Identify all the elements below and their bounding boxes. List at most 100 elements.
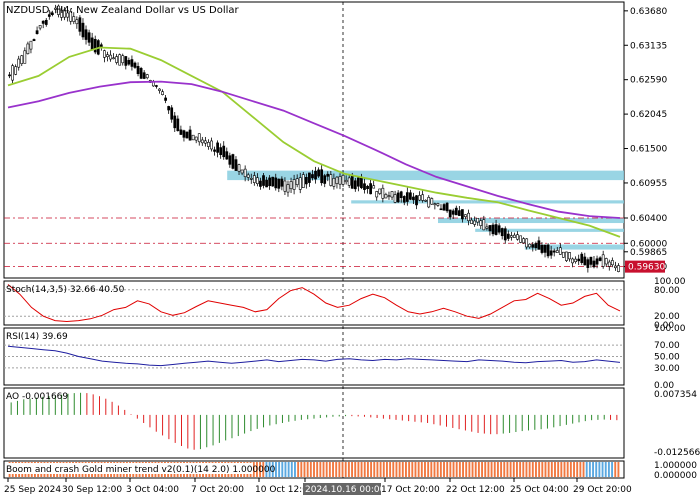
x-tick-label: 25 Oct 04:00 (510, 485, 569, 495)
candle-body (454, 207, 458, 216)
candle-body (47, 14, 51, 17)
candle-body (580, 253, 584, 263)
ao-title: AO -0.001669 (6, 392, 68, 402)
candle-body (516, 234, 519, 240)
candle-body (155, 85, 158, 87)
x-tick-label: 7 Oct 20:00 (191, 485, 244, 495)
candle-body (586, 259, 590, 268)
candle-body (8, 74, 11, 77)
candle-body (363, 183, 366, 190)
candle-body (540, 244, 544, 253)
y-tick-label: 0.61500 (630, 145, 667, 155)
resistance-zone-1 (351, 200, 624, 204)
candle-body (509, 235, 513, 238)
candle-body (534, 243, 538, 249)
candle-body (610, 260, 614, 266)
candle-body (503, 228, 507, 241)
resistance-zone-0 (227, 170, 624, 181)
candle-body (207, 142, 210, 147)
chart-title: NZDUSD, H4: New Zealand Dollar vs US Dol… (6, 5, 240, 16)
candle-body (115, 56, 119, 63)
candles (8, 4, 620, 273)
candle-body (283, 180, 287, 192)
rsi-y-tick-label: 50.00 (654, 353, 680, 363)
stoch-y-tick-label: 0.00 (654, 321, 674, 331)
candle-body (381, 187, 385, 199)
candle-body (347, 177, 351, 186)
candle-body (44, 19, 48, 25)
candle-body (216, 142, 219, 153)
candle-body (127, 60, 131, 65)
pane-stoch (3, 280, 625, 326)
stoch-y-tick-label: 80.00 (654, 286, 680, 296)
x-tick-label: 25 Sep 2024 (4, 485, 61, 495)
candle-body (479, 220, 483, 226)
candle-body (522, 238, 525, 244)
trend-title-bg (5, 463, 253, 474)
candle-body (598, 257, 602, 261)
candle-body (601, 254, 605, 267)
candle-body (69, 11, 73, 22)
candle-body (500, 228, 504, 237)
candle-body (314, 170, 317, 180)
candle-body (326, 173, 330, 177)
candle-body (268, 177, 272, 187)
candle-body (614, 265, 617, 269)
candle-body (457, 210, 461, 216)
candle-body (20, 55, 24, 64)
candle-body (506, 233, 510, 239)
candle-body (35, 30, 39, 35)
candle-body (418, 195, 421, 201)
y-tick-label: 0.62045 (630, 110, 667, 120)
candle-body (513, 234, 516, 238)
candle-body (476, 217, 480, 223)
rsi-y-tick-label: 70.00 (654, 341, 680, 351)
candle-body (63, 9, 66, 18)
candle-body (390, 191, 394, 198)
x-tick-label: 29 Oct 20:00 (573, 485, 632, 495)
candle-body (433, 203, 437, 206)
candle-body (571, 258, 574, 264)
candle-body (133, 62, 137, 68)
candle-body (182, 130, 186, 138)
candle-body (378, 188, 382, 194)
candle-body (311, 174, 314, 179)
candle-body (308, 172, 311, 183)
candle-body (75, 19, 79, 25)
candle-body (23, 50, 27, 64)
candle-body (194, 136, 198, 141)
candle-body (320, 169, 324, 184)
current-price-label: 0.59630 (628, 263, 665, 273)
candle-body (442, 204, 446, 211)
candle-body (289, 181, 293, 190)
candle-body (360, 176, 363, 189)
candle-body (87, 32, 91, 43)
candle-body (234, 159, 238, 171)
candle-body (350, 175, 354, 189)
candle-body (543, 244, 547, 253)
trend-y-tick-label: 0.000000 (654, 471, 697, 481)
candle-body (439, 208, 443, 211)
x-tick-label: 2024.10.16 00:00 (305, 485, 386, 495)
rsi-line (7, 345, 621, 367)
candle-body (14, 66, 18, 75)
candle-body (179, 129, 183, 135)
candle-body (537, 240, 541, 250)
candle-body (448, 209, 452, 218)
candle-body (558, 247, 562, 255)
candle-body (366, 185, 369, 189)
candle-body (329, 174, 333, 186)
candle-body (109, 54, 112, 60)
candle-body (405, 192, 409, 202)
candle-body (197, 133, 201, 143)
candle-body (369, 183, 372, 195)
trend-title: Boom and crash Gold miner trend v2(0.1)(… (6, 465, 276, 475)
candle-body (106, 54, 109, 58)
candle-body (592, 260, 596, 268)
candle-body (427, 197, 431, 208)
candle-body (546, 244, 550, 257)
candle-body (470, 219, 473, 224)
candle-body (562, 251, 565, 258)
